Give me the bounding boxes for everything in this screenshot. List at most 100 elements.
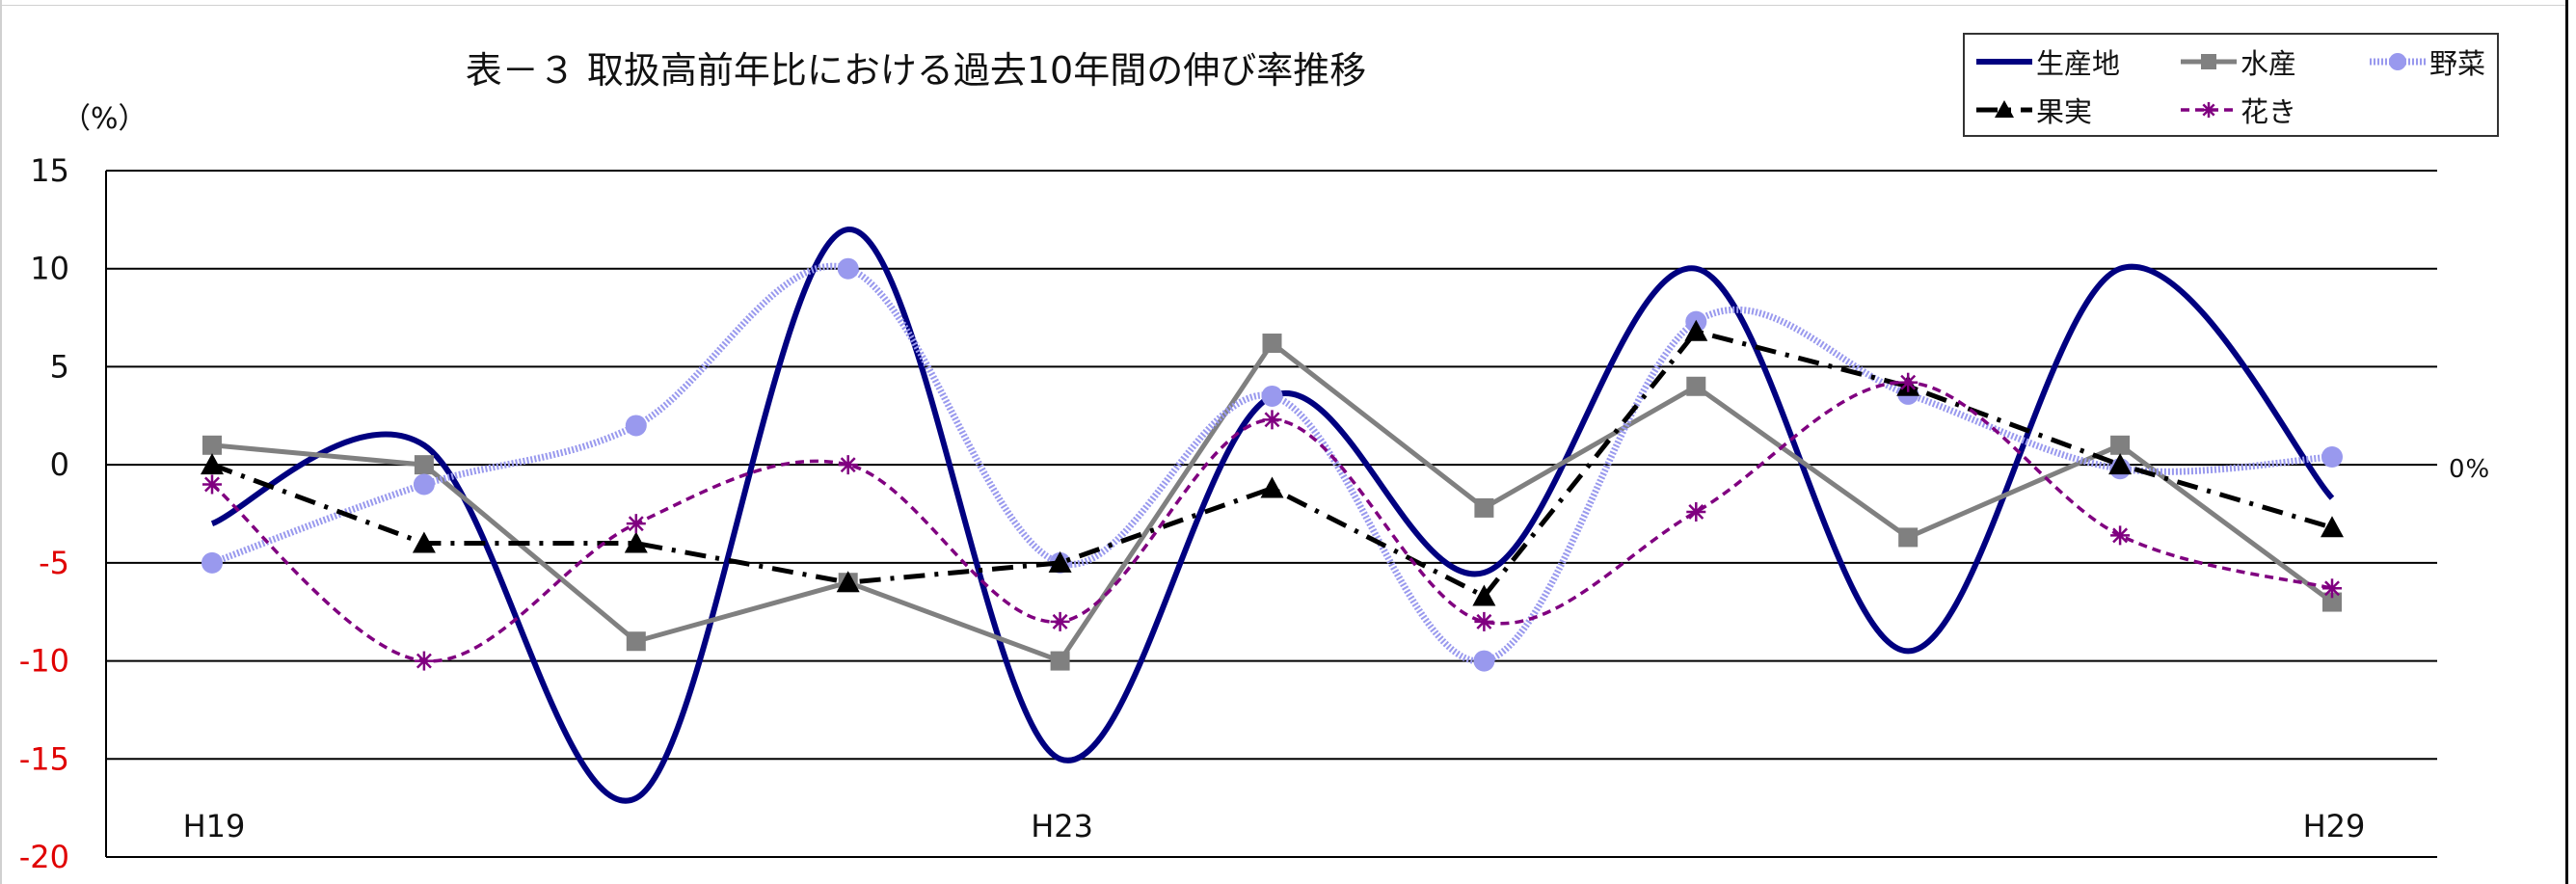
circle-marker bbox=[2389, 53, 2406, 70]
star-stroke bbox=[840, 457, 856, 473]
y-tick-label: 0 bbox=[50, 446, 69, 483]
data-point-marker bbox=[1262, 410, 1282, 430]
data-point-marker bbox=[2389, 53, 2406, 70]
triangle-marker bbox=[1048, 550, 1072, 573]
square-marker bbox=[2110, 435, 2131, 455]
y-axis-unit-label: （%） bbox=[62, 102, 148, 136]
circle-marker bbox=[1473, 650, 1495, 672]
data-point-marker bbox=[1995, 100, 2014, 118]
y-tick-label: -15 bbox=[19, 740, 69, 777]
series-1 bbox=[202, 334, 2342, 671]
legend-label: 水産 bbox=[2241, 47, 2297, 80]
star-stroke bbox=[2202, 103, 2215, 117]
data-point-marker bbox=[1050, 651, 1070, 671]
legend-swatch bbox=[1976, 100, 2032, 118]
star-stroke bbox=[628, 516, 644, 532]
circle-marker bbox=[413, 473, 435, 496]
chart-title: 表－３ 取扱高前年比における過去10年間の伸び率推移 bbox=[465, 49, 1367, 92]
data-point-marker bbox=[414, 651, 434, 671]
y-tick-label: -20 bbox=[19, 839, 69, 875]
data-point-marker bbox=[1262, 334, 1282, 354]
data-point-marker bbox=[2110, 435, 2131, 455]
triangle-marker bbox=[201, 453, 224, 475]
data-point-marker bbox=[2321, 446, 2343, 469]
legend-label: 生産地 bbox=[2036, 47, 2121, 80]
data-point-marker bbox=[2201, 54, 2216, 69]
legend-swatch bbox=[1976, 59, 2032, 65]
data-point-marker bbox=[1260, 476, 1284, 498]
data-point-marker bbox=[414, 455, 434, 475]
circle-marker bbox=[1261, 385, 1283, 407]
data-point-marker bbox=[1261, 385, 1283, 407]
data-point-marker bbox=[837, 257, 859, 280]
data-point-marker bbox=[413, 473, 435, 496]
legend-item: 果実 bbox=[1974, 89, 2092, 131]
data-point-marker bbox=[1472, 584, 1496, 606]
star-stroke bbox=[416, 653, 432, 669]
star-stroke bbox=[2324, 580, 2340, 597]
data-point-marker bbox=[201, 551, 223, 574]
data-point-marker bbox=[626, 514, 646, 534]
square-marker bbox=[202, 435, 222, 455]
circle-marker bbox=[2321, 446, 2343, 469]
square-marker bbox=[2201, 54, 2216, 69]
data-point-marker bbox=[412, 531, 436, 553]
data-point-marker bbox=[1686, 501, 1706, 522]
y-tick-label: 15 bbox=[30, 152, 69, 189]
circle-marker bbox=[837, 257, 859, 280]
data-point-marker bbox=[624, 531, 648, 553]
legend-swatch bbox=[2181, 54, 2237, 69]
square-marker bbox=[1686, 376, 1706, 396]
series-line bbox=[210, 262, 2333, 665]
series-4 bbox=[202, 372, 2342, 671]
circle-marker bbox=[201, 551, 223, 574]
data-point-marker bbox=[1686, 376, 1706, 396]
triangle-marker bbox=[1995, 100, 2014, 118]
data-point-marker bbox=[1474, 497, 1494, 518]
square-marker bbox=[1898, 527, 1919, 548]
legend-swatch bbox=[2370, 53, 2426, 70]
data-point-marker bbox=[838, 455, 858, 475]
legend-item: 野菜 bbox=[2368, 40, 2485, 83]
triangle-marker bbox=[1684, 319, 1708, 341]
star-stroke bbox=[1900, 374, 1917, 390]
square-marker bbox=[626, 631, 646, 652]
data-point-marker bbox=[1473, 650, 1495, 672]
star-stroke bbox=[204, 476, 220, 493]
legend-item: 生産地 bbox=[1974, 40, 2120, 83]
data-point-marker bbox=[1898, 527, 1919, 548]
data-point-marker bbox=[2322, 578, 2342, 599]
star-stroke bbox=[1476, 613, 1492, 630]
data-point-marker bbox=[202, 474, 222, 495]
square-marker bbox=[2322, 592, 2342, 612]
data-point-marker bbox=[1474, 611, 1494, 631]
data-point-marker bbox=[2321, 516, 2344, 538]
legend-label: 花き bbox=[2241, 95, 2297, 128]
data-point-marker bbox=[625, 415, 647, 437]
data-point-marker bbox=[1050, 611, 1070, 631]
star-stroke bbox=[1264, 412, 1280, 428]
data-point-marker bbox=[2110, 525, 2131, 546]
y-tick-label: 10 bbox=[30, 251, 69, 287]
zero-percent-label: 0% bbox=[2449, 455, 2491, 484]
series-line bbox=[210, 227, 2335, 804]
star-stroke bbox=[1688, 504, 1704, 520]
square-marker bbox=[1262, 334, 1282, 354]
data-point-marker bbox=[201, 453, 224, 475]
triangle-marker bbox=[836, 571, 860, 593]
triangle-marker bbox=[624, 531, 648, 553]
data-point-marker bbox=[2108, 453, 2133, 475]
series-line bbox=[211, 329, 2333, 599]
x-tick-label: H23 bbox=[1031, 808, 1093, 844]
triangle-marker bbox=[1472, 584, 1496, 606]
series-0 bbox=[210, 227, 2335, 804]
data-point-marker bbox=[1898, 372, 1919, 392]
legend-label: 果実 bbox=[2036, 95, 2093, 128]
chart-frame-right bbox=[2565, 0, 2568, 884]
data-point-marker bbox=[1684, 319, 1708, 341]
data-point-marker bbox=[836, 571, 860, 593]
y-tick-label: -5 bbox=[39, 545, 69, 581]
legend-item: 水産 bbox=[2179, 40, 2296, 83]
square-marker bbox=[1474, 497, 1494, 518]
